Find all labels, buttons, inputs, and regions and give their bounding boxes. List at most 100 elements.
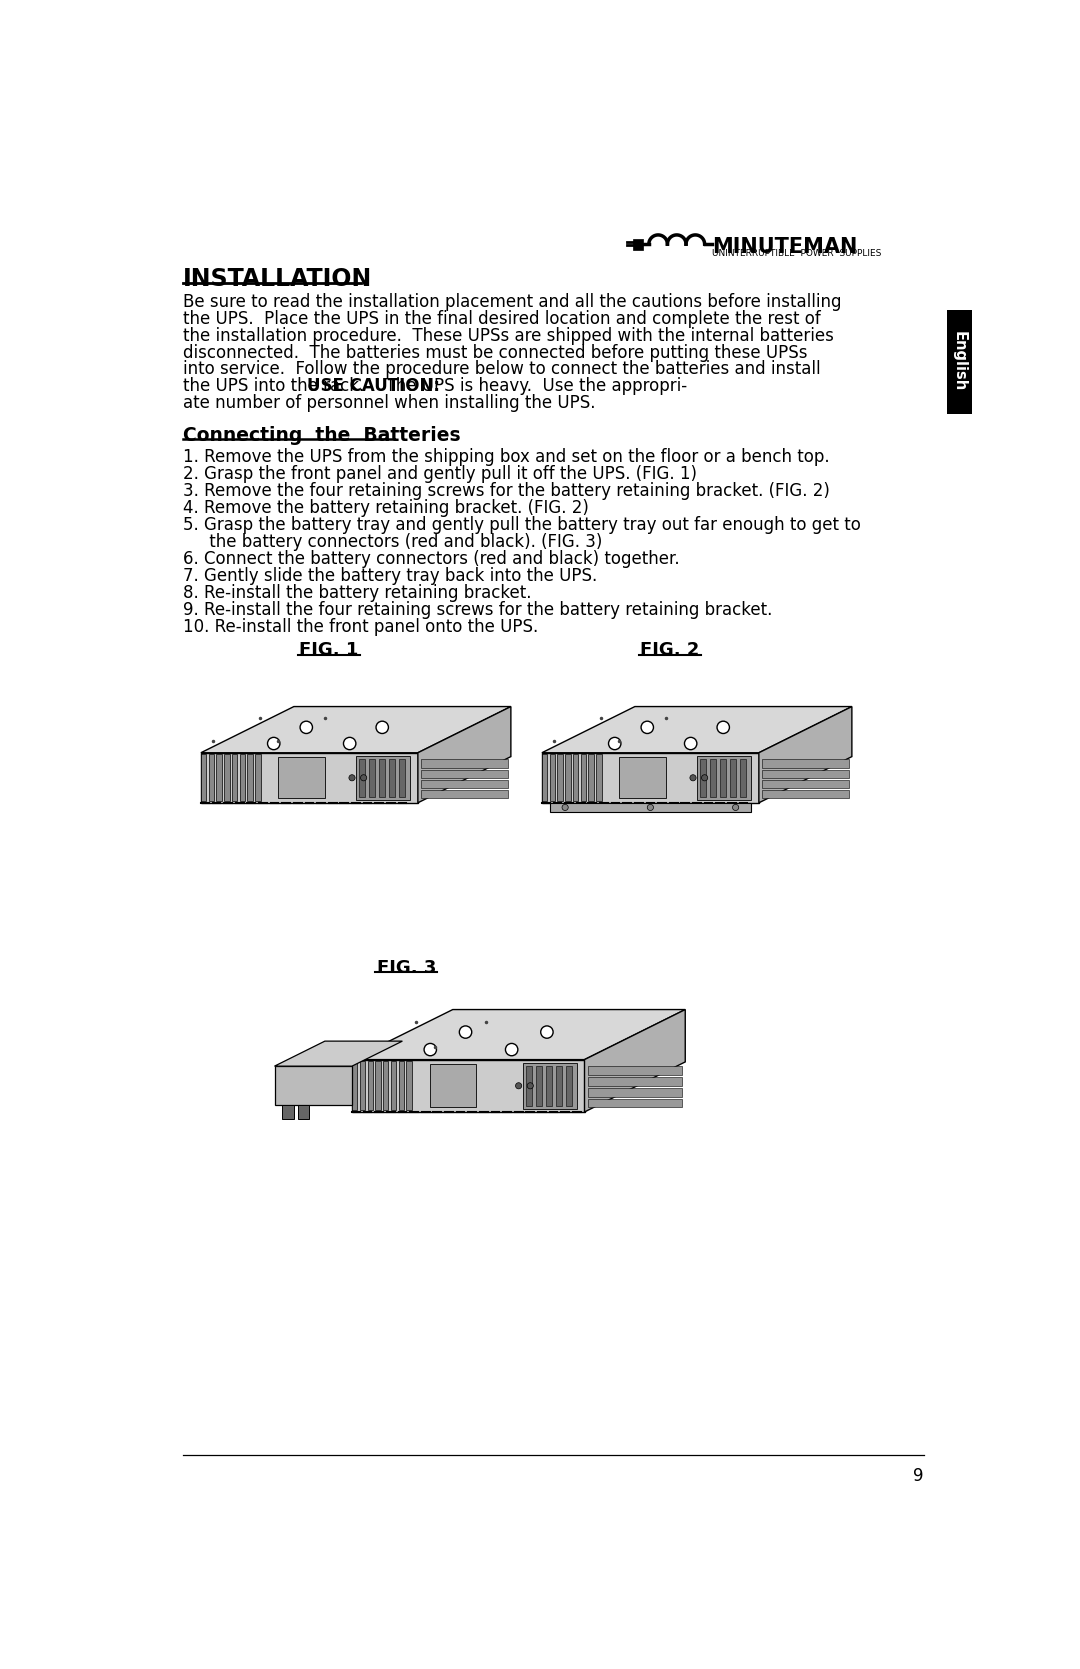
Polygon shape <box>352 1060 584 1112</box>
Polygon shape <box>274 1066 352 1105</box>
Text: 5. Grasp the battery tray and gently pull the battery tray out far enough to get: 5. Grasp the battery tray and gently pul… <box>183 516 861 534</box>
Text: the UPS into the rack.: the UPS into the rack. <box>183 377 375 396</box>
Bar <box>375 1061 380 1110</box>
Bar <box>557 754 563 801</box>
Bar <box>400 759 405 796</box>
Text: MINUTEMAN: MINUTEMAN <box>713 237 858 257</box>
Text: 9. Re-install the four retaining screws for the battery retaining bracket.: 9. Re-install the four retaining screws … <box>183 601 772 619</box>
Circle shape <box>349 774 355 781</box>
Circle shape <box>376 721 389 733</box>
Bar <box>697 756 751 799</box>
Bar <box>710 759 716 796</box>
Bar <box>730 759 737 796</box>
Text: the installation procedure.  These UPSs are shipped with the internal batteries: the installation procedure. These UPSs a… <box>183 327 834 344</box>
Text: 9: 9 <box>914 1467 924 1485</box>
Text: FIG. 3: FIG. 3 <box>377 958 436 976</box>
Bar <box>201 754 206 801</box>
Circle shape <box>361 774 367 781</box>
Bar <box>762 789 849 798</box>
Circle shape <box>541 1026 553 1038</box>
Bar <box>352 1061 357 1110</box>
Bar <box>542 754 548 801</box>
Circle shape <box>702 774 707 781</box>
Bar <box>383 1061 389 1110</box>
Text: 1. Remove the UPS from the shipping box and set on the floor or a bench top.: 1. Remove the UPS from the shipping box … <box>183 449 829 466</box>
Text: into service.  Follow the procedure below to connect the batteries and install: into service. Follow the procedure below… <box>183 361 821 379</box>
Bar <box>399 1061 404 1110</box>
Bar <box>588 1098 683 1107</box>
Polygon shape <box>201 753 418 803</box>
Polygon shape <box>584 1010 685 1112</box>
Bar <box>232 754 238 801</box>
Bar <box>255 754 260 801</box>
Circle shape <box>562 804 568 811</box>
Text: Be sure to read the installation placement and all the cautions before installin: Be sure to read the installation placeme… <box>183 292 841 310</box>
Polygon shape <box>418 706 511 803</box>
Circle shape <box>690 774 697 781</box>
Bar <box>216 754 221 801</box>
Bar <box>720 759 727 796</box>
Text: English: English <box>953 332 967 392</box>
Bar <box>225 754 230 801</box>
Text: 10. Re-install the front panel onto the UPS.: 10. Re-install the front panel onto the … <box>183 618 538 636</box>
Bar <box>581 754 586 801</box>
Bar <box>700 759 706 796</box>
Text: 2. Grasp the front panel and gently pull it off the UPS. (FIG. 1): 2. Grasp the front panel and gently pull… <box>183 466 697 482</box>
Bar <box>762 779 849 788</box>
Polygon shape <box>274 1041 403 1066</box>
Text: UNINTERRUPTIBLE  POWER  SUPPLIES: UNINTERRUPTIBLE POWER SUPPLIES <box>713 249 881 257</box>
Text: Connecting  the  Batteries: Connecting the Batteries <box>183 426 461 446</box>
Text: the UPS.  Place the UPS in the final desired location and complete the rest of: the UPS. Place the UPS in the final desi… <box>183 310 821 327</box>
Bar <box>566 1066 572 1107</box>
Polygon shape <box>550 803 751 813</box>
Bar <box>550 754 555 801</box>
Bar <box>360 1061 365 1110</box>
Text: 7. Gently slide the battery tray back into the UPS.: 7. Gently slide the battery tray back in… <box>183 567 597 584</box>
Bar <box>298 1105 309 1120</box>
Polygon shape <box>633 239 643 250</box>
Polygon shape <box>201 706 511 753</box>
Circle shape <box>300 721 312 733</box>
Bar <box>572 754 578 801</box>
Bar <box>588 1066 683 1075</box>
Bar <box>556 1066 562 1107</box>
Bar <box>545 1066 552 1107</box>
Text: The UPS is heavy.  Use the appropri-: The UPS is heavy. Use the appropri- <box>375 377 687 396</box>
Bar <box>430 1065 476 1107</box>
Bar <box>619 758 666 798</box>
Circle shape <box>647 804 653 811</box>
Polygon shape <box>352 1010 685 1060</box>
Bar <box>762 769 849 778</box>
Circle shape <box>642 721 653 733</box>
Circle shape <box>515 1083 522 1088</box>
Circle shape <box>717 721 729 733</box>
Bar <box>421 789 508 798</box>
Text: INSTALLATION: INSTALLATION <box>183 267 373 292</box>
Text: 4. Remove the battery retaining bracket. (FIG. 2): 4. Remove the battery retaining bracket.… <box>183 499 589 517</box>
Bar <box>421 759 508 768</box>
Text: FIG. 2: FIG. 2 <box>640 641 700 659</box>
Text: USE CAUTION:: USE CAUTION: <box>308 377 441 396</box>
Polygon shape <box>542 706 852 753</box>
Circle shape <box>608 738 621 749</box>
Bar <box>588 1077 683 1087</box>
Bar <box>367 1061 373 1110</box>
Polygon shape <box>759 706 852 803</box>
Bar <box>536 1066 542 1107</box>
Circle shape <box>685 738 697 749</box>
Bar <box>208 754 214 801</box>
Bar <box>282 1105 294 1120</box>
Bar <box>279 758 325 798</box>
Bar <box>369 759 375 796</box>
Bar <box>356 756 410 799</box>
Circle shape <box>527 1083 534 1088</box>
Bar <box>247 754 253 801</box>
Bar <box>526 1066 531 1107</box>
Bar <box>565 754 570 801</box>
Text: 3. Remove the four retaining screws for the battery retaining bracket. (FIG. 2): 3. Remove the four retaining screws for … <box>183 482 829 501</box>
Bar <box>947 310 972 414</box>
Circle shape <box>424 1043 436 1056</box>
Circle shape <box>732 804 739 811</box>
Bar <box>379 759 386 796</box>
Bar <box>406 1061 411 1110</box>
